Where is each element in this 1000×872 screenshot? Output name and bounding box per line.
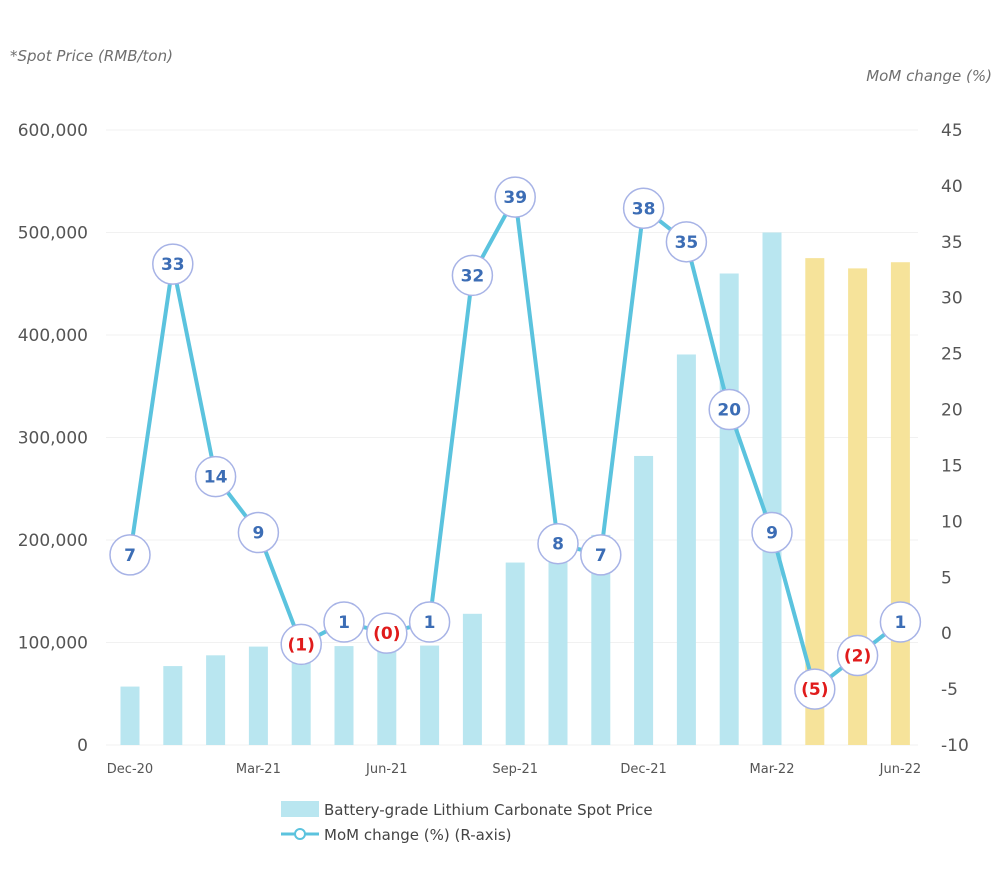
x-tick-label: Mar-22 — [750, 762, 795, 777]
mom-marker — [580, 534, 622, 576]
right-axis-title: MoM change (%) — [866, 67, 992, 85]
mom-data-label: 9 — [252, 524, 264, 544]
price-bars — [120, 232, 910, 745]
right-tick-label: 40 — [941, 177, 963, 197]
price-bar — [248, 646, 268, 745]
price-bar — [676, 354, 696, 745]
legend-bar-label: Battery-grade Lithium Carbonate Spot Pri… — [324, 801, 653, 819]
mom-marker — [109, 534, 151, 576]
mom-marker — [152, 243, 194, 285]
left-axis-title: *Spot Price (RMB/ton) — [10, 47, 173, 65]
mom-marker — [751, 511, 793, 554]
mom-data-label: 38 — [632, 199, 656, 219]
mom-marker — [836, 634, 879, 677]
mom-data-label: 7 — [124, 546, 136, 566]
price-bar — [719, 273, 739, 745]
left-tick-label: 100,000 — [18, 634, 88, 654]
price-bar — [420, 645, 440, 745]
mom-marker — [879, 601, 922, 643]
mom-data-label: 14 — [204, 468, 228, 488]
right-tick-label: 35 — [941, 233, 963, 253]
left-tick-label: 300,000 — [18, 429, 88, 449]
mom-data-label: 1 — [894, 613, 906, 633]
mom-marker — [622, 187, 665, 230]
right-tick-label: 0 — [941, 624, 952, 644]
right-tick-label: 5 — [941, 568, 952, 588]
mom-data-label: (2) — [844, 647, 871, 667]
price-bar — [548, 545, 568, 745]
price-bar — [890, 262, 910, 745]
x-tick-label: Dec-21 — [620, 762, 666, 777]
price-bar — [163, 666, 183, 745]
right-tick-label: -10 — [941, 736, 969, 756]
mom-marker — [194, 455, 237, 498]
mom-data-label: 9 — [766, 524, 778, 544]
mom-data-label: 39 — [503, 188, 527, 208]
left-tick-label: 200,000 — [18, 531, 88, 551]
mom-data-label: 20 — [717, 401, 741, 421]
mom-marker — [323, 601, 365, 643]
mom-marker — [794, 668, 836, 710]
mom-marker — [537, 522, 579, 565]
right-tick-label: 15 — [941, 456, 963, 476]
right-tick-label: 10 — [941, 512, 963, 532]
x-tick-label: Jun-22 — [879, 762, 922, 777]
mom-marker — [708, 388, 750, 431]
right-axis-ticks: -10 -5 0 5 10 15 20 25 30 35 40 45 — [941, 121, 969, 756]
price-bar — [848, 268, 868, 745]
price-bar — [334, 646, 354, 745]
right-tick-label: 45 — [941, 121, 963, 141]
x-tick-label: Mar-21 — [236, 762, 281, 777]
price-bar — [377, 647, 397, 745]
mom-marker — [665, 221, 708, 263]
mom-marker — [237, 511, 280, 554]
legend-bar-swatch — [281, 801, 319, 817]
mom-marker — [408, 601, 451, 643]
price-bar — [591, 534, 611, 745]
right-tick-label: 20 — [941, 401, 963, 421]
left-tick-label: 0 — [77, 736, 88, 756]
x-axis-ticks: Dec-20 Mar-21 Jun-21 Sep-21 Dec-21 Mar-22 Jun-… — [107, 762, 921, 777]
left-tick-label: 500,000 — [18, 224, 88, 244]
left-tick-label: 600,000 — [18, 121, 88, 141]
legend: Battery-grade Lithium Carbonate Spot Pri… — [281, 801, 653, 844]
right-tick-label: 25 — [941, 345, 963, 365]
left-axis-ticks: 0 100,000 200,000 300,000 400,000 500,000 600,… — [18, 121, 88, 756]
x-tick-label: Sep-21 — [492, 762, 538, 777]
mom-data-label: (0) — [373, 624, 400, 644]
price-bar — [120, 686, 140, 745]
mom-data-label: (5) — [801, 680, 828, 700]
price-bar — [206, 655, 226, 745]
mom-data-label: 33 — [161, 255, 185, 275]
mom-marker — [366, 612, 408, 654]
mom-marker — [494, 176, 536, 218]
right-tick-label: 30 — [941, 289, 963, 309]
price-bar — [505, 562, 525, 745]
price-bar — [462, 613, 482, 745]
price-bar — [291, 647, 311, 745]
mom-data-label: 8 — [552, 535, 564, 555]
left-tick-label: 400,000 — [18, 326, 88, 346]
mom-data-label: 1 — [338, 613, 350, 633]
mom-marker — [451, 254, 494, 297]
mom-marker — [280, 623, 322, 666]
price-bar — [805, 258, 825, 745]
right-tick-label: -5 — [941, 680, 958, 700]
mom-data-label: 32 — [461, 266, 485, 286]
x-tick-label: Jun-21 — [365, 762, 408, 777]
mom-data-label: (1) — [288, 635, 315, 655]
mom-markers: 7 33 14 9 (1) 1 (0) 1 32 39 8 7 38 35 20 9 (5) (2) 1 — [109, 176, 922, 710]
mom-data-label: 7 — [595, 546, 607, 566]
price-bar — [634, 455, 654, 745]
x-tick-label: Dec-20 — [107, 762, 153, 777]
mom-data-label: 35 — [675, 233, 699, 253]
mom-data-label: 1 — [424, 613, 436, 633]
legend-line-marker — [294, 828, 306, 840]
legend-line-label: MoM change (%) (R-axis) — [324, 826, 512, 844]
price-bar — [762, 232, 782, 745]
